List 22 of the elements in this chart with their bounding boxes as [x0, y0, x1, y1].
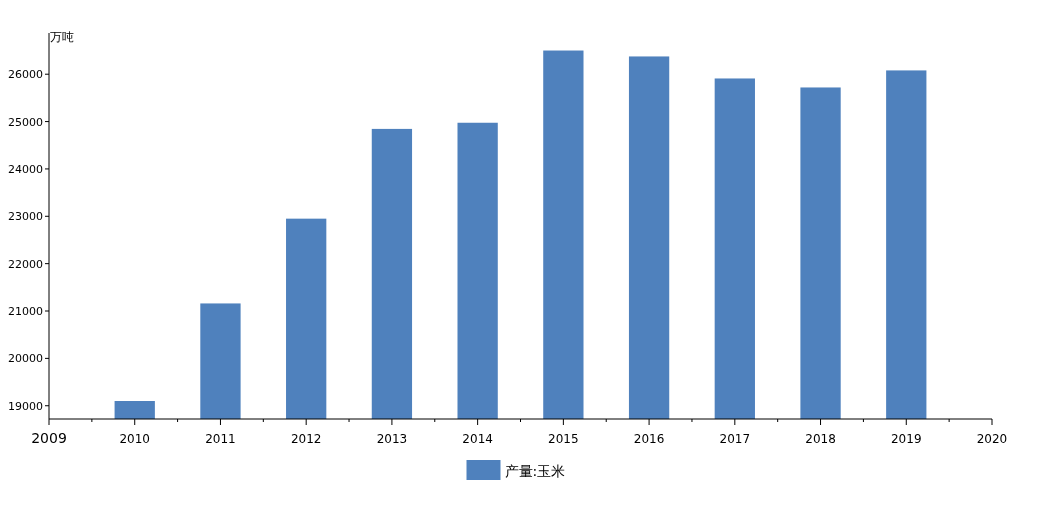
x-tick-label: 2010 — [119, 432, 150, 446]
y-tick-label: 21000 — [8, 305, 43, 319]
y-tick-label: 19000 — [8, 399, 43, 413]
x-tick-label: 2017 — [719, 432, 751, 446]
legend-label: 产量:玉米 — [504, 463, 566, 479]
x-tick-label: 2014 — [462, 432, 493, 446]
x-tick-label: 2009 — [31, 430, 67, 446]
x-tick-label: 2011 — [205, 432, 236, 446]
y-tick-label: 24000 — [8, 162, 43, 176]
x-tick-label: 2013 — [376, 432, 408, 446]
x-tick-label: 2020 — [976, 432, 1008, 446]
x-tick-label: 2015 — [548, 432, 579, 446]
x-tick-label: 2012 — [290, 432, 322, 446]
y-tick-label: 22000 — [8, 257, 43, 271]
y-axis-title: 万吨 — [50, 30, 74, 44]
y-tick-label: 23000 — [8, 210, 43, 224]
y-tick-label: 25000 — [8, 115, 43, 129]
x-tick-label: 2019 — [891, 432, 922, 446]
x-tick-label: 2018 — [805, 432, 836, 446]
x-tick-label: 2016 — [633, 432, 665, 446]
y-tick-label: 26000 — [8, 68, 43, 82]
y-tick-label: 20000 — [8, 352, 43, 366]
